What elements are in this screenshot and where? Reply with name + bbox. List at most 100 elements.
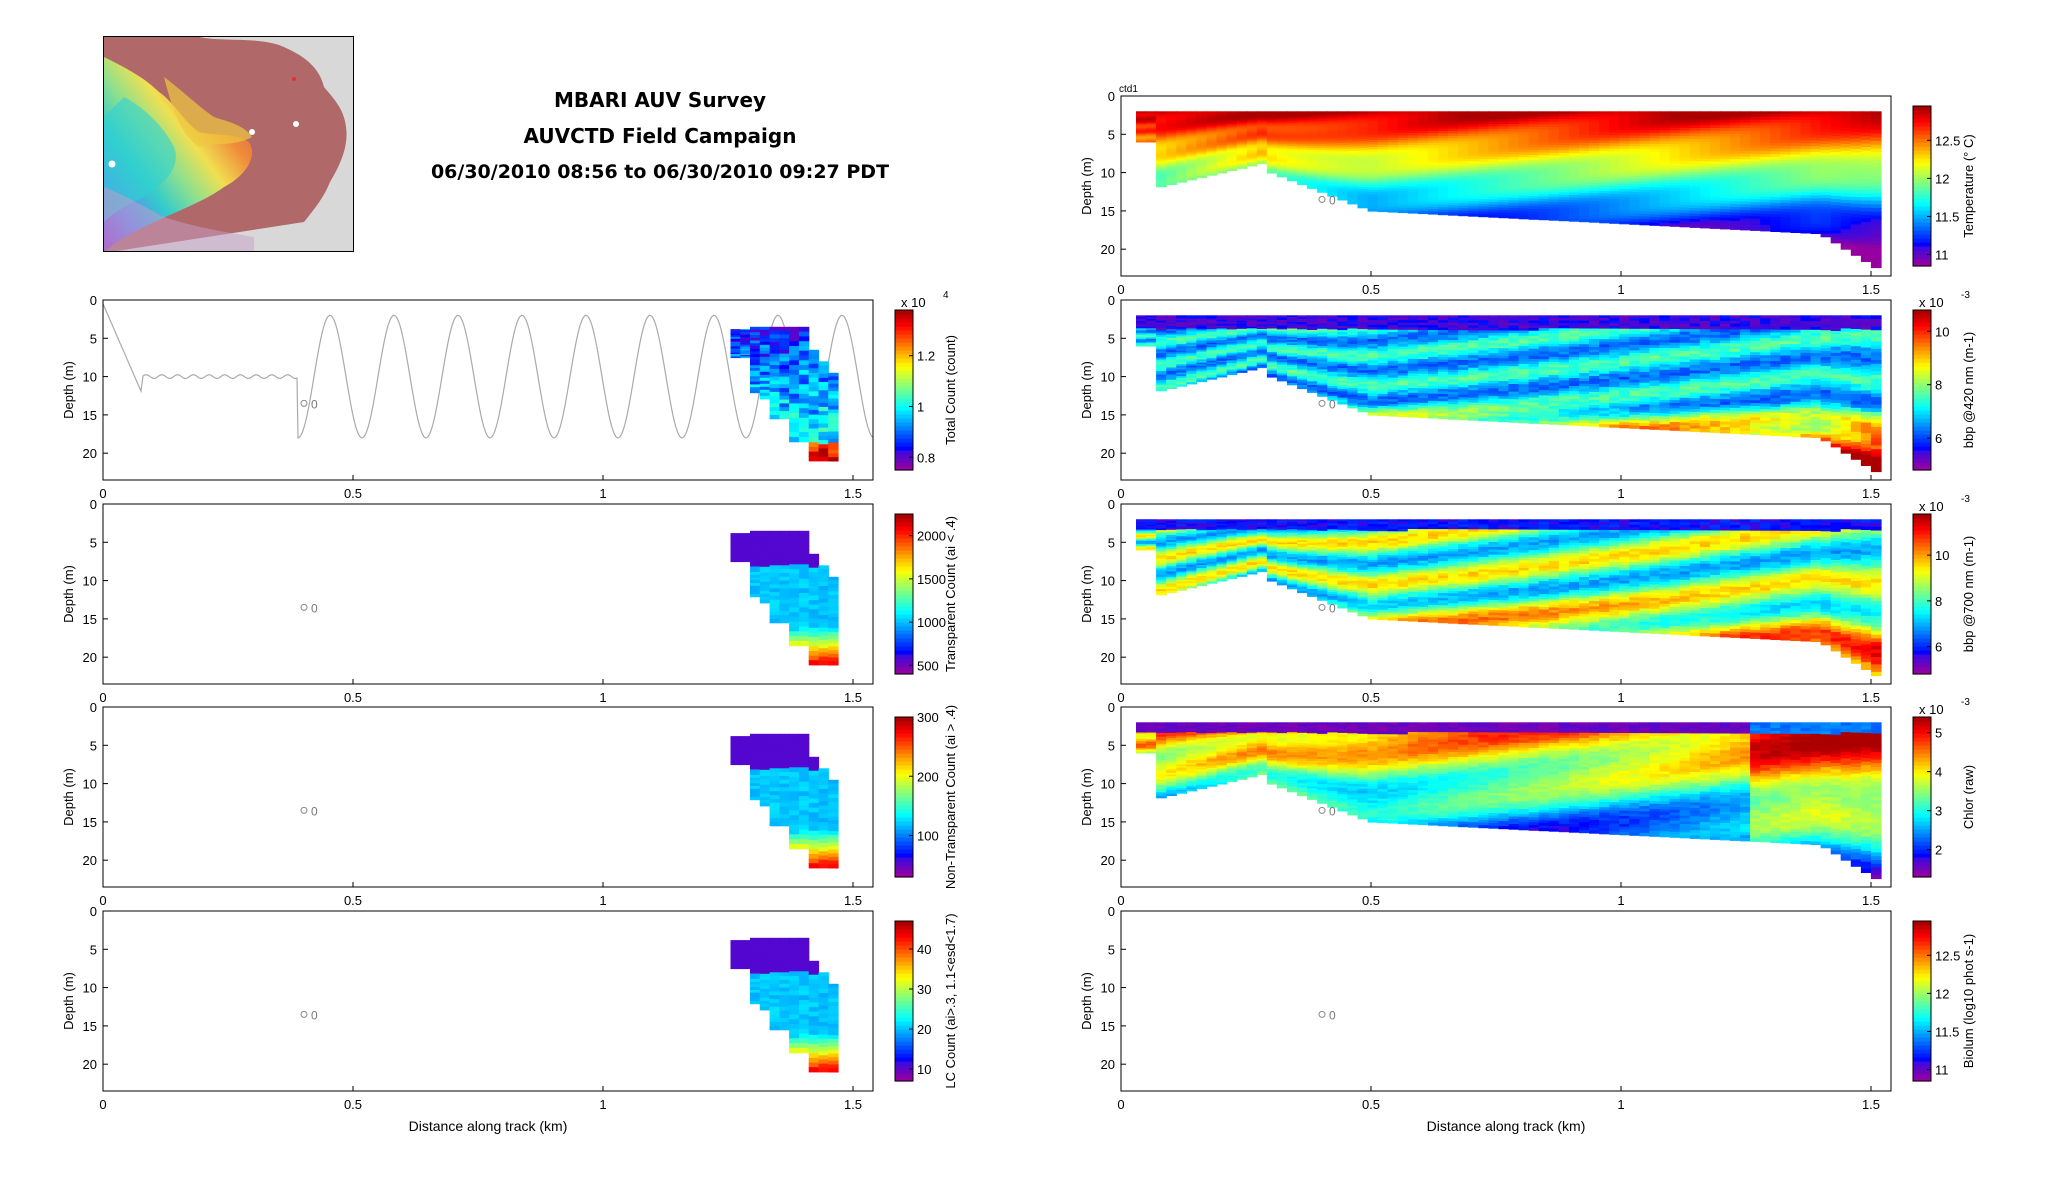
heatmap-cell — [1589, 214, 1600, 218]
heatmap-cell — [1397, 149, 1409, 153]
heatmap-cell — [1860, 122, 1872, 127]
heatmap-cell — [1790, 163, 1802, 167]
heatmap-cell — [1468, 116, 1479, 120]
heatmap-cell — [1397, 133, 1409, 136]
heatmap-cell — [1609, 212, 1620, 216]
heatmap-cell — [779, 1014, 790, 1019]
heatmap-cell — [1568, 158, 1580, 162]
heatmap-cell — [1448, 173, 1459, 177]
heatmap-cell — [769, 949, 780, 954]
heatmap-cell — [1528, 162, 1540, 166]
heatmap-cell — [1307, 115, 1318, 118]
heatmap-cell — [1478, 141, 1489, 145]
heatmap-cell — [1166, 140, 1177, 144]
heatmap-cell — [730, 941, 741, 944]
heatmap-cell — [1478, 118, 1489, 122]
heatmap-cell — [1730, 164, 1741, 169]
heatmap-cell — [1699, 119, 1711, 123]
heatmap-cell — [1780, 137, 1791, 141]
colorbar-cell — [1913, 106, 1931, 111]
heatmap-cell — [1820, 126, 1832, 130]
heatmap-cell — [1800, 143, 1812, 147]
heatmap-cell — [1589, 116, 1600, 120]
heatmap-cell — [1780, 194, 1791, 198]
heatmap-cell — [1548, 113, 1560, 118]
heatmap-cell — [1256, 153, 1268, 156]
heatmap-cell — [750, 987, 761, 991]
heatmap-cell — [1609, 220, 1620, 224]
heatmap-cell — [1619, 221, 1630, 225]
heatmap-cell — [1659, 114, 1671, 118]
heatmap-cell — [808, 576, 820, 583]
heatmap-cell — [1417, 177, 1429, 180]
heatmap-cell — [1770, 128, 1781, 132]
heatmap-cell — [1840, 114, 1852, 119]
x-tick-label: 0.5 — [1362, 282, 1380, 297]
heatmap-cell — [1709, 192, 1721, 196]
heatmap-cell — [798, 365, 810, 371]
heatmap-cell — [1820, 117, 1832, 121]
heatmap-cell — [1297, 174, 1308, 177]
heatmap-cell — [1337, 197, 1349, 201]
heatmap-cell — [789, 569, 800, 575]
heatmap-cell — [1287, 121, 1298, 124]
y-tick-label: 0 — [1108, 89, 1115, 104]
heatmap-cell — [1166, 161, 1177, 165]
heatmap-cell — [828, 383, 839, 389]
heatmap-cell — [1760, 165, 1771, 169]
heatmap-cell — [1639, 176, 1651, 180]
heatmap-cell — [750, 547, 761, 551]
heatmap-cell — [779, 760, 790, 765]
heatmap-cell — [1740, 170, 1751, 174]
heatmap-cell — [750, 962, 761, 966]
heatmap-cell — [828, 838, 839, 843]
heatmap-cell — [828, 1060, 839, 1066]
heatmap-cell — [1307, 118, 1318, 122]
heatmap-cell — [1498, 164, 1510, 168]
heatmap-cell — [1810, 114, 1822, 118]
heatmap-cell — [1246, 113, 1258, 116]
heatmap-cell — [1417, 135, 1429, 139]
heatmap-cell — [1387, 142, 1399, 146]
heatmap-cell — [808, 655, 820, 661]
heatmap-cell — [1820, 233, 1832, 238]
heatmap-cell — [1719, 178, 1731, 182]
heatmap-cell — [1579, 116, 1590, 120]
heatmap-cell — [1357, 145, 1369, 149]
heatmap-cell — [1508, 118, 1520, 122]
heatmap-cell — [1176, 168, 1187, 171]
colorbar-tick-label: 12 — [1935, 171, 1949, 186]
heatmap-cell — [1166, 142, 1177, 145]
heatmap-cell — [1790, 217, 1802, 222]
heatmap-cell — [1206, 120, 1218, 123]
heatmap-cell — [789, 767, 800, 773]
heatmap-cell — [1236, 126, 1248, 129]
colorbar-cell — [1913, 114, 1931, 119]
heatmap-cell — [1448, 195, 1459, 199]
heatmap-cell — [740, 940, 751, 942]
heatmap-cell — [779, 414, 790, 420]
heatmap-cell — [1740, 167, 1751, 172]
heatmap-cell — [1689, 199, 1701, 204]
heatmap-cell — [1659, 179, 1671, 183]
heatmap-cell — [1709, 183, 1721, 188]
colorbar-cell — [895, 793, 913, 798]
heatmap-cell — [1568, 184, 1580, 188]
heatmap-cell — [1639, 149, 1651, 153]
heatmap-cell — [1407, 152, 1419, 156]
heatmap-cell — [1629, 148, 1640, 153]
heatmap-cell — [1800, 180, 1812, 185]
heatmap-cell — [1659, 198, 1671, 202]
heatmap-cell — [1216, 156, 1228, 159]
heatmap-cell — [1860, 239, 1872, 245]
heatmap-cell — [1770, 202, 1781, 207]
heatmap-cell — [750, 566, 761, 570]
heatmap-cell — [1297, 153, 1308, 156]
heatmap-cell — [1387, 190, 1399, 194]
heatmap-cell — [1236, 112, 1248, 115]
heatmap-cell — [750, 326, 761, 331]
heatmap-cell — [1518, 144, 1530, 148]
heatmap-cell — [1518, 170, 1530, 174]
heatmap-cell — [1679, 141, 1691, 145]
heatmap-cell — [1146, 121, 1157, 123]
